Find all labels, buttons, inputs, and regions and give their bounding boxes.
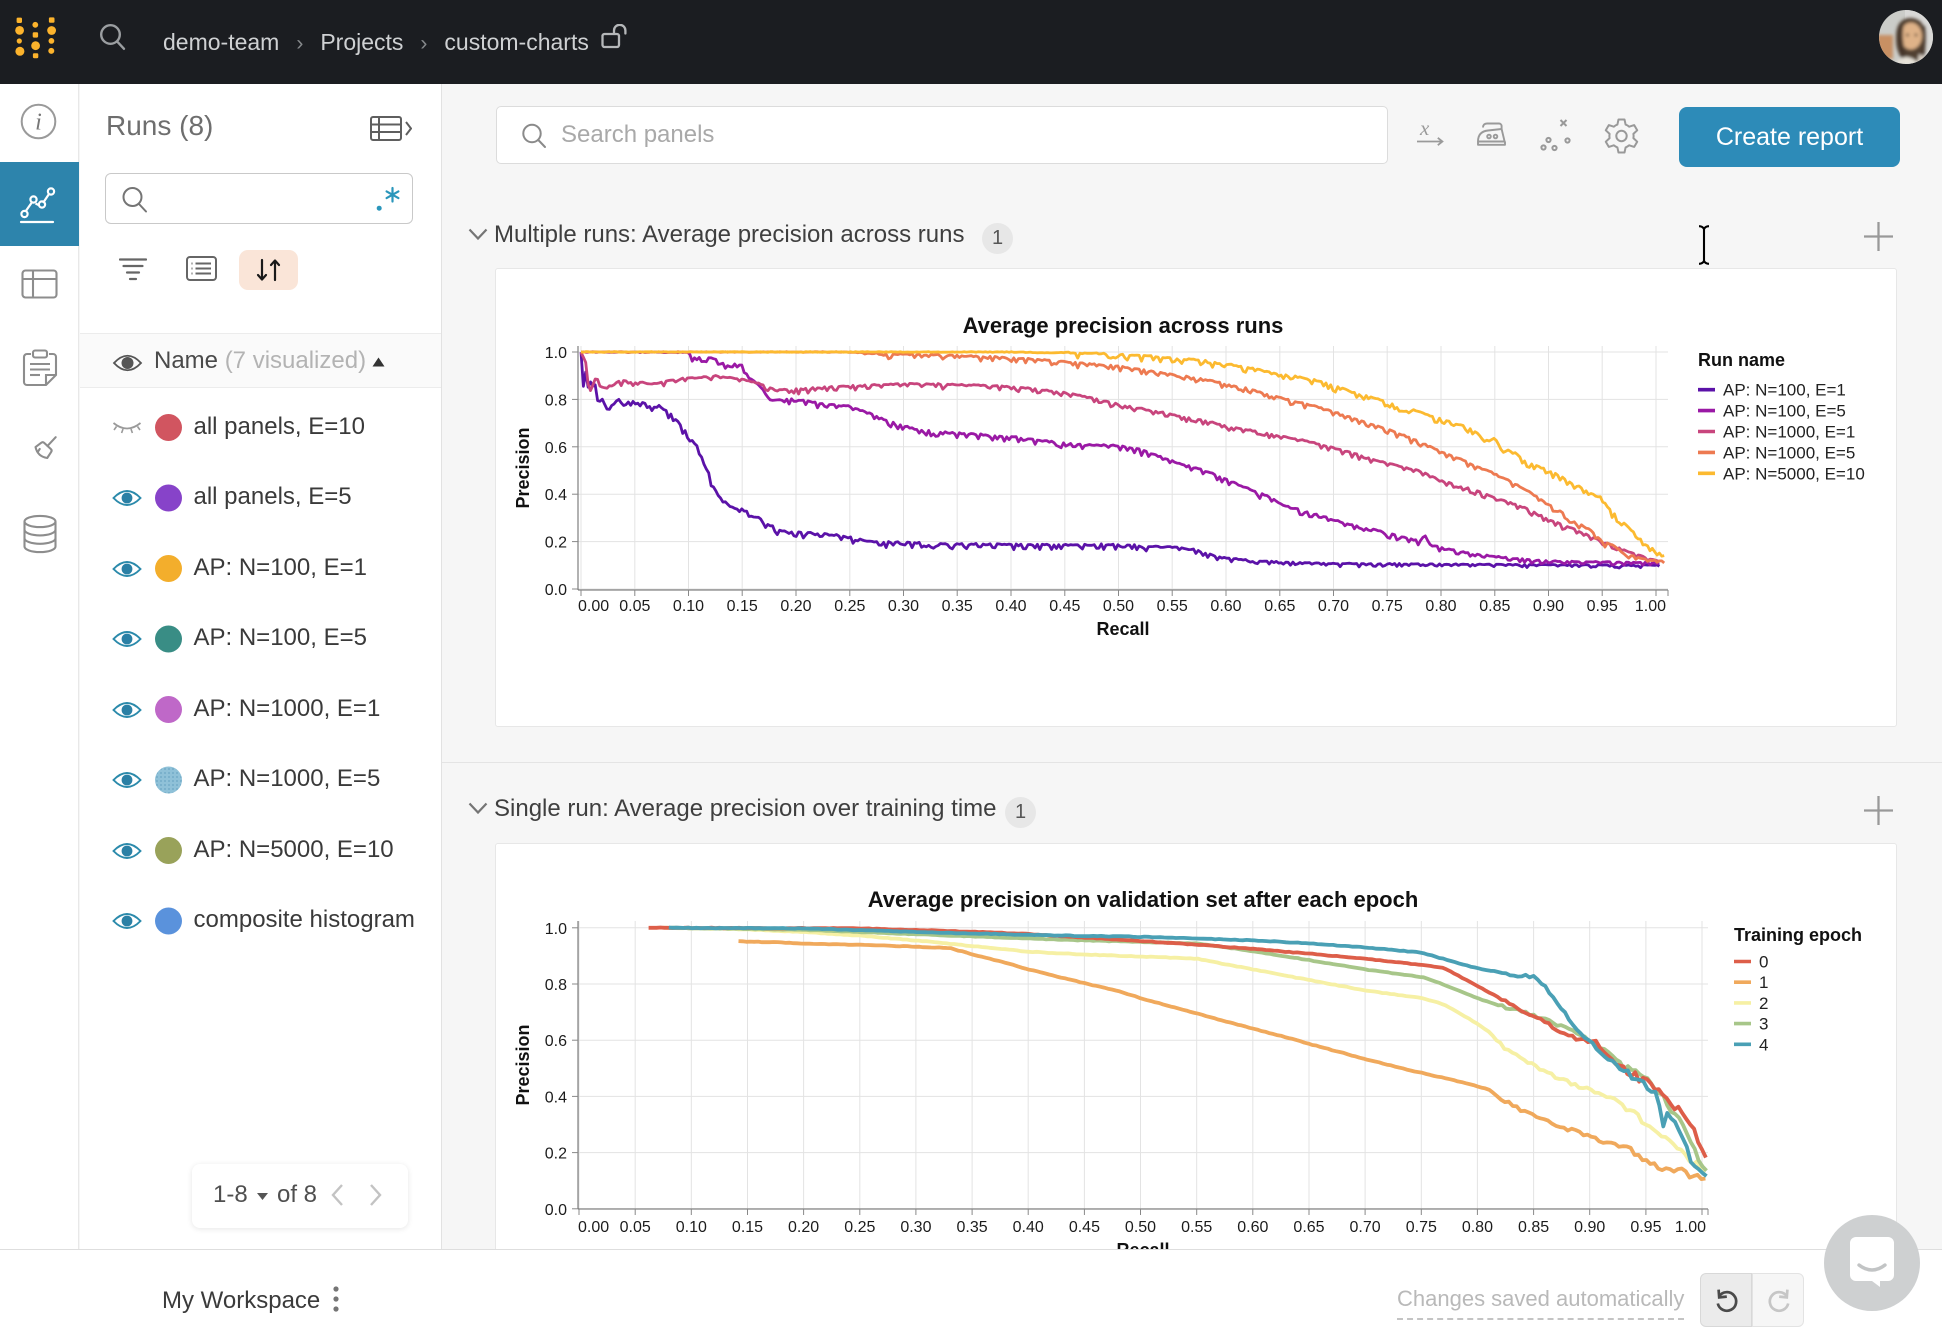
svg-text:0.70: 0.70	[1318, 598, 1349, 615]
svg-text:0.90: 0.90	[1533, 598, 1564, 615]
svg-text:0.15: 0.15	[727, 598, 758, 615]
svg-text:0.2: 0.2	[545, 1146, 567, 1163]
svg-text:0.15: 0.15	[732, 1219, 763, 1236]
svg-text:Recall: Recall	[1096, 619, 1149, 639]
svg-text:0.60: 0.60	[1237, 1219, 1268, 1236]
svg-text:x: x	[1419, 118, 1430, 140]
svg-text:0.20: 0.20	[788, 1219, 819, 1236]
svg-text:0.75: 0.75	[1372, 598, 1403, 615]
svg-text:AP: N=100, E=1: AP: N=100, E=1	[1723, 381, 1846, 400]
svg-text:1.0: 1.0	[545, 345, 567, 362]
svg-text:0.25: 0.25	[834, 598, 865, 615]
svg-text:AP: N=1000, E=1: AP: N=1000, E=1	[1723, 423, 1855, 442]
svg-text:3: 3	[1759, 1015, 1768, 1034]
svg-text:0.30: 0.30	[900, 1219, 931, 1236]
svg-text:0.80: 0.80	[1462, 1219, 1493, 1236]
svg-text:0.8: 0.8	[545, 977, 567, 994]
svg-text:0.0: 0.0	[545, 582, 567, 599]
svg-text:0.90: 0.90	[1574, 1219, 1605, 1236]
svg-text:0.45: 0.45	[1069, 1219, 1100, 1236]
svg-text:Run name: Run name	[1698, 350, 1785, 370]
svg-text:Precision: Precision	[513, 1024, 533, 1105]
svg-text:0.05: 0.05	[620, 1219, 651, 1236]
svg-text:0.50: 0.50	[1125, 1219, 1156, 1236]
svg-text:0.60: 0.60	[1210, 598, 1241, 615]
svg-text:0.80: 0.80	[1425, 598, 1456, 615]
svg-text:0.70: 0.70	[1350, 1219, 1381, 1236]
svg-text:AP: N=1000, E=5: AP: N=1000, E=5	[1723, 443, 1855, 462]
svg-text:0.45: 0.45	[1049, 598, 1080, 615]
svg-text:AP: N=5000, E=10: AP: N=5000, E=10	[1723, 464, 1865, 483]
svg-text:1.00: 1.00	[1635, 598, 1666, 615]
svg-text:0.10: 0.10	[673, 598, 704, 615]
svg-text:0: 0	[1759, 953, 1768, 972]
svg-text:0.95: 0.95	[1587, 598, 1618, 615]
svg-text:1.0: 1.0	[545, 921, 567, 938]
svg-text:0.4: 0.4	[545, 487, 567, 504]
svg-text:4: 4	[1759, 1035, 1768, 1054]
svg-text:0.55: 0.55	[1181, 1219, 1212, 1236]
svg-text:Average precision on validatio: Average precision on validation set afte…	[868, 887, 1419, 912]
svg-text:Training epoch: Training epoch	[1734, 925, 1862, 945]
svg-text:0.35: 0.35	[942, 598, 973, 615]
svg-text:2: 2	[1759, 994, 1768, 1013]
svg-text:0.00: 0.00	[578, 598, 609, 615]
svg-text:0.55: 0.55	[1157, 598, 1188, 615]
svg-text:0.40: 0.40	[995, 598, 1026, 615]
svg-text:0.25: 0.25	[844, 1219, 875, 1236]
svg-text:1: 1	[1759, 973, 1768, 992]
svg-text:Precision: Precision	[513, 427, 533, 508]
svg-text:1.00: 1.00	[1675, 1219, 1706, 1236]
svg-text:Average precision across runs: Average precision across runs	[963, 313, 1284, 338]
svg-text:0.50: 0.50	[1103, 598, 1134, 615]
svg-text:0.95: 0.95	[1630, 1219, 1661, 1236]
svg-text:0.85: 0.85	[1479, 598, 1510, 615]
svg-text:0.2: 0.2	[545, 535, 567, 552]
svg-text:0.20: 0.20	[780, 598, 811, 615]
svg-text:0.0: 0.0	[545, 1202, 567, 1219]
svg-text:0.4: 0.4	[545, 1089, 567, 1106]
svg-text:AP: N=100, E=5: AP: N=100, E=5	[1723, 402, 1846, 421]
svg-text:0.35: 0.35	[957, 1219, 988, 1236]
svg-text:0.75: 0.75	[1406, 1219, 1437, 1236]
svg-text:0.65: 0.65	[1264, 598, 1295, 615]
svg-text:0.6: 0.6	[545, 440, 567, 457]
svg-text:0.40: 0.40	[1013, 1219, 1044, 1236]
svg-text:0.30: 0.30	[888, 598, 919, 615]
svg-text:0.10: 0.10	[676, 1219, 707, 1236]
svg-text:0.6: 0.6	[545, 1033, 567, 1050]
svg-text:0.00: 0.00	[578, 1219, 609, 1236]
svg-text:0.65: 0.65	[1293, 1219, 1324, 1236]
svg-text:0.8: 0.8	[545, 392, 567, 409]
svg-text:0.85: 0.85	[1518, 1219, 1549, 1236]
svg-text:i: i	[35, 110, 42, 136]
svg-text:0.05: 0.05	[619, 598, 650, 615]
